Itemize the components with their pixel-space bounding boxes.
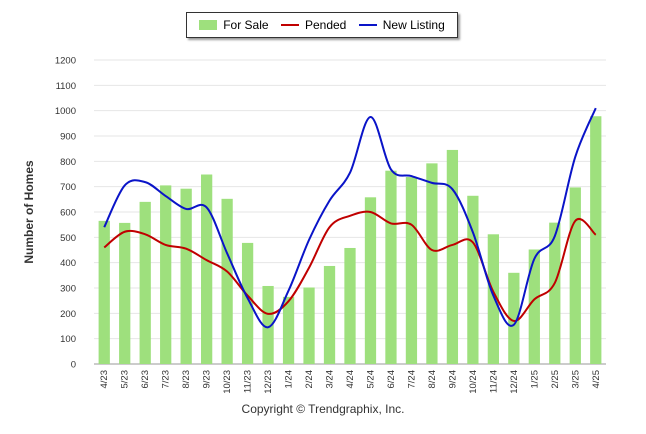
legend-item-new-listing: New Listing [358,18,445,32]
legend-item-pended: Pended [280,18,347,32]
x-tick-label: 6/23 [140,370,151,389]
legend-swatch-for-sale [199,20,218,30]
legend-item-for-sale: For Sale [199,18,269,32]
y-tick-label: 200 [60,309,76,320]
bar-for-sale [201,174,213,364]
legend-label-new-listing: New Listing [382,18,445,32]
x-tick-label: 10/23 [222,370,233,394]
bar-for-sale [467,195,479,364]
x-tick-label: 1/25 [529,370,540,389]
x-tick-label: 4/24 [345,370,356,389]
x-tick-label: 9/23 [202,370,213,389]
x-tick-label: 2/24 [304,370,315,389]
y-tick-label: 500 [60,233,76,244]
for-sale-bars [98,116,602,365]
x-tick-label: 7/24 [406,370,417,389]
y-tick-label: 1200 [55,56,76,67]
x-tick-label: 3/25 [570,370,581,389]
y-axis-ticks: 0 100 200 300 400 500 600 700 800 900 1000 1100 1200 [55,56,76,371]
bar-for-sale [385,170,397,364]
bar-for-sale [446,149,459,364]
bar-for-sale [221,198,233,364]
legend-swatch-new-listing [358,24,377,26]
x-tick-label: 8/24 [427,370,438,389]
bar-for-sale [119,222,131,364]
x-tick-label: 5/24 [365,370,376,389]
y-tick-label: 400 [60,258,76,269]
bar-for-sale [364,197,377,364]
y-tick-label: 1000 [55,106,76,117]
y-tick-label: 300 [60,284,76,295]
bar-for-sale [590,116,602,365]
legend-swatch-pended [280,24,299,26]
x-tick-label: 11/23 [243,370,254,393]
x-tick-label: 1/24 [284,370,295,389]
bar-for-sale [426,163,438,364]
bar-for-sale [323,265,336,364]
legend: For Sale Pended New Listing [186,12,458,38]
bar-for-sale [98,220,110,364]
x-tick-label: 10/24 [468,370,479,394]
bar-for-sale [160,185,172,364]
x-tick-label: 11/24 [488,370,499,393]
x-tick-label: 12/23 [263,370,274,394]
bar-for-sale [344,247,356,364]
bar-for-sale [303,287,315,364]
x-tick-label: 6/24 [386,370,397,389]
x-tick-label: 3/24 [325,370,336,389]
x-tick-label: 2/25 [550,370,561,389]
bar-for-sale [139,201,151,364]
y-tick-label: 0 [71,360,76,371]
bar-for-sale [262,285,274,364]
x-tick-label: 9/24 [447,370,458,389]
x-tick-label: 4/23 [99,370,110,389]
x-tick-label: 7/23 [161,370,172,389]
y-tick-label: 700 [60,182,76,193]
y-tick-label: 1100 [56,81,76,92]
bar-for-sale [282,296,295,364]
x-tick-label: 12/24 [509,370,520,394]
legend-label-pended: Pended [304,18,347,32]
bar-for-sale [549,222,561,364]
x-axis-ticks: 4/23 5/23 6/23 7/23 8/23 9/23 10/23 11/23 12/23 1… [99,370,602,394]
legend-label-for-sale: For Sale [223,18,269,32]
x-tick-label: 4/25 [591,370,602,389]
y-tick-label: 600 [60,208,76,219]
trend-lines [103,107,597,329]
bar-for-sale [528,249,540,364]
bar-for-sale [487,234,499,364]
y-axis-label: Number of Homes [22,160,36,264]
y-tick-label: 100 [60,334,76,345]
bar-for-sale [508,272,520,364]
bar-for-sale [241,242,254,364]
copyright-credit: Copyright © Trendgraphix, Inc. [241,402,405,416]
bar-for-sale [405,177,418,364]
x-tick-label: 5/23 [120,370,131,389]
bar-for-sale [180,188,192,364]
y-tick-label: 800 [60,157,76,168]
x-tick-label: 8/23 [181,370,192,389]
line-pended [103,210,597,322]
bar-for-sale [569,187,581,364]
y-tick-label: 900 [60,132,76,143]
line-new-listing [103,107,597,329]
